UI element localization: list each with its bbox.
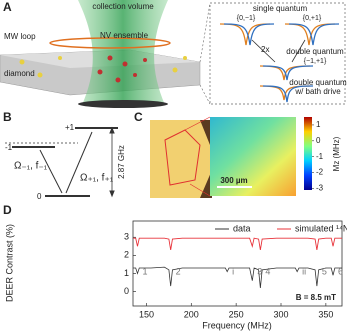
colorbar-label: Mz (MHz)	[332, 136, 341, 171]
label: single quantum	[253, 4, 308, 13]
panel-label: D	[3, 203, 12, 217]
label: double quantum	[286, 47, 344, 56]
peak-label: 3	[257, 266, 262, 276]
peak-label: ii	[302, 266, 306, 276]
peak-label: 1	[142, 266, 147, 276]
series-line	[133, 266, 342, 288]
y-axis-label: DEER Contrast (%)	[4, 224, 14, 302]
colorbar-tick-label: -3	[316, 184, 324, 193]
label: collection volume	[92, 2, 154, 11]
colorbar-tick-label: 0	[316, 136, 321, 145]
label: +1	[65, 123, 75, 132]
colorbar-tick-label: -1	[316, 152, 324, 161]
colorbar-tick-label: 1	[316, 120, 321, 129]
peak-label: 2	[176, 266, 181, 276]
peak-label: 5	[322, 266, 327, 276]
peak-label: i	[232, 266, 234, 276]
label: {0,+1}	[303, 15, 322, 22]
y-tick-label: 1	[124, 268, 129, 278]
legend-label: data	[233, 223, 251, 233]
label: Ω₋₁, f₋₁	[14, 161, 48, 172]
series-line	[133, 237, 342, 251]
label: {−1,+1}	[304, 58, 327, 65]
colorbar	[304, 117, 312, 190]
label: w/ bath drive	[294, 87, 341, 96]
label: -1	[5, 143, 13, 152]
y-tick-label: 2	[124, 250, 129, 260]
x-tick-label: 150	[139, 309, 154, 319]
x-tick-label: 350	[318, 309, 333, 319]
legend-label: simulated ¹⁴N spectrum	[295, 223, 347, 233]
panel-label: A	[3, 0, 12, 14]
x-axis-label: Frequency (MHz)	[202, 320, 272, 330]
label: {0,−1}	[237, 15, 256, 22]
panel-label: B	[3, 110, 12, 124]
label: double quantum	[289, 78, 347, 87]
x-tick-label: 200	[184, 309, 199, 319]
label: 2.87 GHz	[117, 145, 126, 179]
label: NV ensemble	[100, 31, 149, 40]
plot-frame	[132, 220, 343, 307]
label: diamond	[4, 69, 35, 78]
panel-label: C	[134, 110, 143, 124]
panel-a-art	[0, 0, 346, 108]
y-tick-label: 3	[124, 232, 129, 242]
colorbar-tick-label: -2	[316, 168, 324, 177]
peak-label: 4	[265, 266, 270, 276]
x-tick-label: 250	[229, 309, 244, 319]
annotation: B = 8.5 mT	[296, 293, 336, 302]
label: Ω₊₁, f₊₁	[80, 173, 114, 184]
peak-label: 6	[338, 266, 343, 276]
energy-levels	[5, 126, 118, 198]
label: MW loop	[4, 32, 36, 41]
panel-c-art	[150, 116, 296, 198]
label: 2x	[261, 45, 269, 54]
y-tick-label: 0	[124, 286, 129, 296]
scale-bar-label: 300 µm	[220, 176, 247, 185]
label: 0	[37, 192, 42, 201]
x-tick-label: 300	[273, 309, 288, 319]
